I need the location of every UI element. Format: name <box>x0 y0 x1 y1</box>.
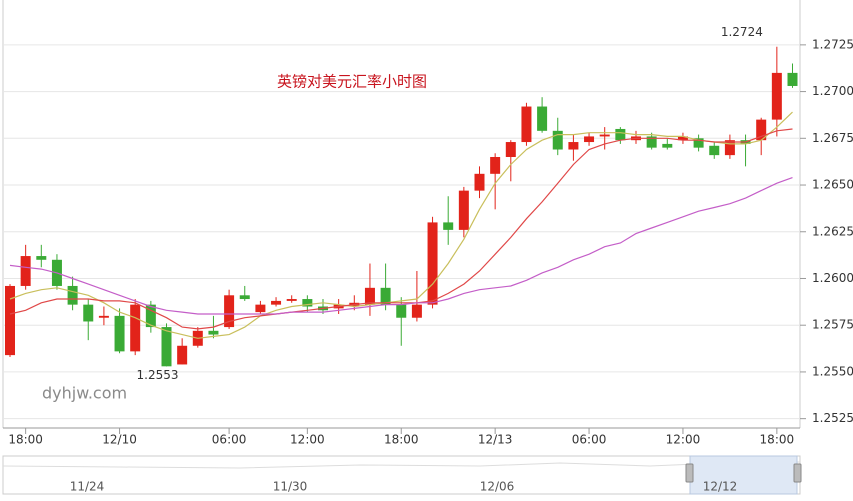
candle-body <box>36 256 47 260</box>
moving-average-line <box>9 128 793 330</box>
candle-body <box>286 299 297 301</box>
y-tick-label: 1.2700 <box>812 84 853 98</box>
candle-body <box>537 106 548 131</box>
x-tick-label: 18:00 <box>384 433 419 447</box>
candle-body <box>224 295 235 328</box>
candle-body <box>5 285 15 356</box>
candle-body <box>490 156 501 174</box>
y-tick-label: 1.2600 <box>812 271 853 285</box>
candle-body <box>505 142 516 157</box>
candle-body <box>771 72 782 120</box>
navigator[interactable] <box>2 455 802 495</box>
y-tick-label: 1.2650 <box>812 178 853 192</box>
candle-body <box>458 190 469 230</box>
candle-body <box>255 304 266 313</box>
candle-body <box>145 304 156 328</box>
candle-body <box>411 304 422 318</box>
candle-body <box>239 295 250 300</box>
max-annotation: 1.2724 <box>721 25 763 39</box>
watermark: dyhjw.com <box>42 384 127 403</box>
x-tick-label: 12/10 <box>102 433 137 447</box>
candle-body <box>615 128 626 141</box>
candle-body <box>646 136 657 148</box>
candle-body <box>177 345 188 365</box>
candle-body <box>302 299 313 307</box>
y-tick-label: 1.2550 <box>812 364 853 378</box>
navigator-label: 12/06 <box>480 480 515 494</box>
moving-average-line <box>9 177 793 315</box>
navigator-label: 11/30 <box>273 480 308 494</box>
x-tick-label: 18:00 <box>8 433 43 447</box>
plot-layer <box>3 44 800 420</box>
navigator-handle-right[interactable] <box>793 463 802 483</box>
candle-body <box>208 330 219 335</box>
candle-body <box>130 304 141 352</box>
x-tick-label: 06:00 <box>572 433 607 447</box>
candle-body <box>552 130 563 150</box>
y-tick-label: 1.2525 <box>812 411 853 425</box>
candle-body <box>599 134 610 137</box>
candle-body <box>443 222 454 230</box>
y-tick-label: 1.2675 <box>812 131 853 145</box>
navigator-label: 11/24 <box>70 480 105 494</box>
candle-body <box>83 304 94 322</box>
candle-body <box>20 256 31 286</box>
candle-body <box>584 136 595 143</box>
chart-title: 英镑对美元汇率小时图 <box>277 73 427 91</box>
candle-body <box>724 140 735 156</box>
candle-body <box>756 119 767 141</box>
candle-body <box>380 287 391 305</box>
y-tick-label: 1.2725 <box>812 37 853 51</box>
candle-body <box>677 136 688 141</box>
y-tick-label: 1.2575 <box>812 318 853 332</box>
candle-body <box>67 285 78 305</box>
navigator-label: 12/12 <box>703 480 738 494</box>
moving-average-line <box>9 111 793 339</box>
candle-body <box>271 300 282 305</box>
x-tick-label: 12:00 <box>290 433 325 447</box>
candle-body <box>521 106 532 143</box>
x-tick-label: 18:00 <box>760 433 795 447</box>
candle-body <box>474 173 485 191</box>
y-tick-label: 1.2625 <box>812 224 853 238</box>
candle-body <box>427 222 438 305</box>
candle-body <box>709 145 720 156</box>
candle-body <box>114 315 125 352</box>
candle-body <box>396 304 407 318</box>
candle-body <box>98 315 109 318</box>
min-annotation: 1.2553 <box>137 368 179 382</box>
navigator-handle-left[interactable] <box>685 463 694 483</box>
candle-body <box>693 138 704 148</box>
candle-body <box>787 72 798 86</box>
navigator-frame <box>2 455 801 495</box>
candle-body <box>568 142 579 150</box>
x-tick-label: 06:00 <box>212 433 247 447</box>
candle-body <box>161 327 172 367</box>
x-tick-label: 12:00 <box>666 433 701 447</box>
candle-body <box>364 287 375 305</box>
x-tick-label: 12/13 <box>478 433 513 447</box>
candle-body <box>662 143 673 148</box>
navigator-selection[interactable] <box>689 455 798 495</box>
